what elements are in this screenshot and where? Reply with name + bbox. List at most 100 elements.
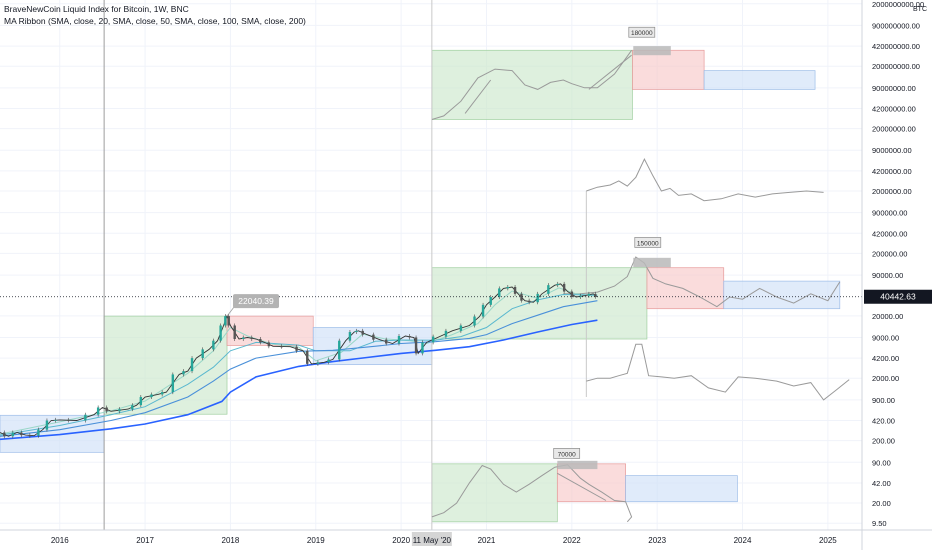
candle-body (489, 297, 492, 305)
y-axis-panel (862, 0, 932, 550)
candle-body (105, 407, 108, 412)
candle-body (242, 337, 245, 340)
candle-body (3, 432, 6, 437)
target-badge-label: 180000 (631, 30, 653, 37)
candle-body (280, 346, 283, 348)
y-tick-label: 90000000.00 (872, 84, 916, 93)
candle-body (316, 362, 320, 364)
target-badge (553, 448, 581, 459)
candle-body (520, 293, 523, 301)
candle-body (481, 304, 485, 317)
candle-body (527, 300, 531, 303)
zone-blue (0, 414, 105, 453)
y-tick-label: 42000000.00 (872, 104, 916, 113)
y-tick-label: 20000000.00 (872, 125, 916, 134)
y-tick-label: 20000.00 (872, 312, 903, 321)
candle-body (556, 283, 559, 286)
candle-body (67, 419, 70, 421)
y-tick-label: 900000000.00 (872, 21, 920, 30)
fractal-line (588, 54, 632, 90)
candle-body (361, 330, 364, 335)
candle-body (190, 358, 194, 372)
y-tick-label: 9000.00 (872, 333, 899, 342)
candle-body (54, 419, 57, 421)
price-series (0, 281, 862, 439)
y-tick-label: 90.00 (872, 458, 891, 467)
y-tick-label: 20.00 (872, 499, 891, 508)
y-tick-label: 420000.00 (872, 229, 907, 238)
candle-body (579, 295, 582, 298)
peak-label-box (233, 294, 280, 309)
y-tick-label: 2000.00 (872, 374, 899, 383)
candle-body (473, 316, 476, 326)
candle-body (570, 291, 574, 298)
candle-body (355, 330, 358, 333)
candle-body (11, 432, 15, 437)
zone-green (431, 463, 558, 523)
candle-body (160, 392, 164, 395)
candle-body (45, 420, 49, 430)
x-tick-label: 2018 (222, 536, 240, 545)
y-tick-label: 42.00 (872, 479, 891, 488)
chart-legend: BraveNewCoin Liquid Index for Bitcoin, 1… (4, 3, 306, 27)
candle-body (536, 293, 539, 303)
fractal-line (563, 256, 841, 308)
zone-red (556, 463, 626, 503)
target-marker (633, 46, 671, 56)
candle-body (338, 340, 341, 360)
target-badge (628, 26, 656, 38)
x-tick-label: 2025 (819, 536, 837, 545)
date-highlight-box (411, 532, 452, 546)
x-tick-label: 2020 (392, 536, 410, 545)
currency-label: BTC (913, 6, 927, 13)
candle-body (224, 316, 227, 326)
ma200-line (0, 319, 598, 441)
zone-red (226, 315, 314, 346)
candle-body (414, 337, 418, 354)
candle-body (587, 293, 591, 296)
y-tick-label: 2000000.00 (872, 187, 912, 196)
candle-body (37, 429, 40, 436)
x-tick-label: 2024 (734, 536, 752, 545)
zone-blue (625, 475, 738, 503)
x-tick-label: 2017 (136, 536, 154, 545)
candle-body (96, 407, 100, 415)
x-tick-label: 2019 (307, 536, 325, 545)
y-tick-label: 9.50 (872, 519, 887, 528)
zone-blue (723, 280, 841, 310)
candle-body (219, 325, 222, 341)
candle-body (267, 342, 271, 347)
y-tick-label: 900.00 (872, 396, 895, 405)
candle-body (408, 336, 411, 338)
target-marker (557, 460, 598, 470)
candle-body (384, 339, 388, 344)
candle-body (547, 285, 550, 294)
y-tick-label: 420.00 (872, 417, 895, 426)
target-badge (634, 237, 662, 248)
zone-green (431, 49, 633, 120)
y-tick-label: 420000000.00 (872, 42, 920, 51)
date-highlight-label: 11 May '20 (413, 536, 452, 545)
candle-body (28, 435, 32, 437)
candle-body (498, 288, 501, 298)
candle-body (327, 359, 330, 363)
candle-body (459, 325, 463, 331)
candle-body (201, 349, 204, 359)
target-badge-label: 150000 (637, 240, 659, 247)
y-tick-label: 9000000.00 (872, 146, 912, 155)
candle-body (131, 405, 134, 410)
candle-body (506, 286, 510, 289)
candle-body (118, 409, 121, 412)
current-price-tag (864, 289, 932, 304)
chart-title: BraveNewCoin Liquid Index for Bitcoin, 1… (4, 4, 189, 14)
candle-body (444, 330, 448, 337)
candle-body (421, 342, 424, 354)
current-price-label: 40442.63 (880, 292, 916, 302)
y-tick-label: 900000.00 (872, 209, 907, 218)
candle-body (348, 332, 352, 341)
zone-red (632, 49, 705, 90)
candle-body (150, 394, 153, 398)
